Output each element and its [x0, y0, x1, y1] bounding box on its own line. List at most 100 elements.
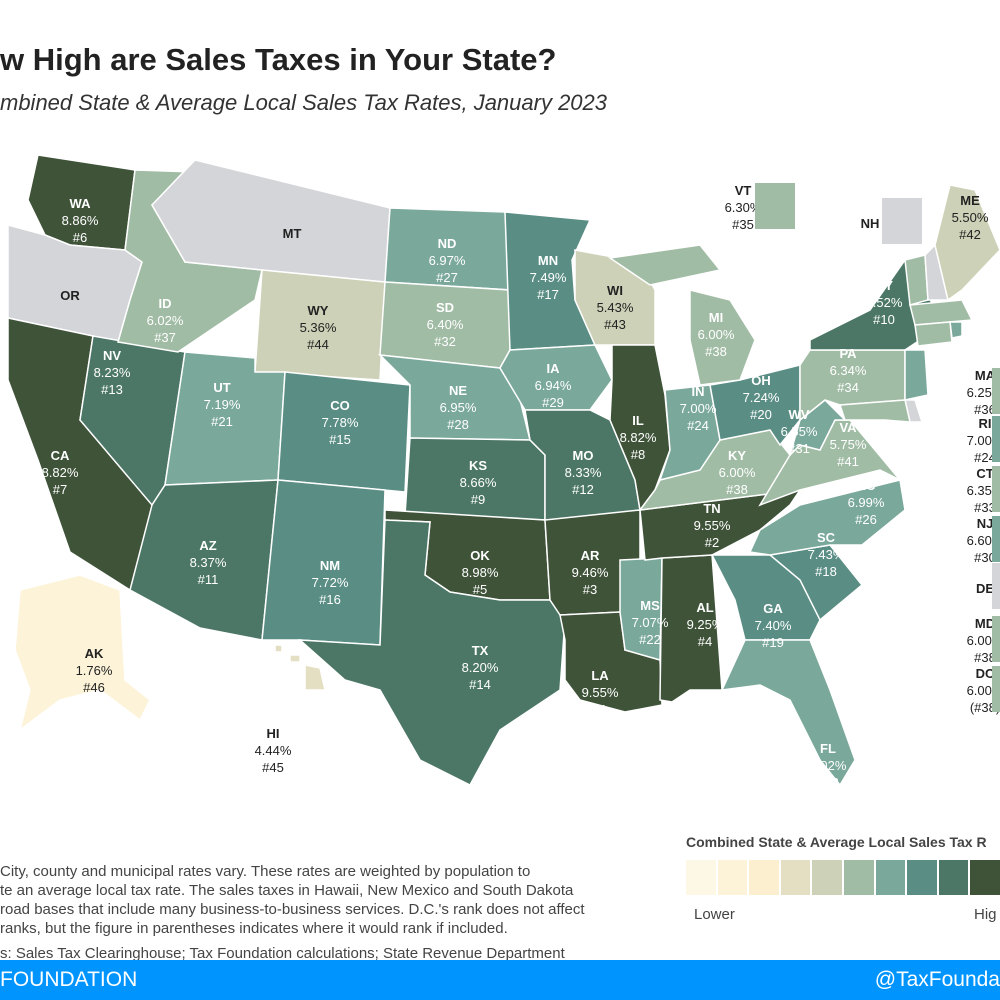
state-swatch-ma[interactable] — [992, 368, 1000, 414]
state-rank-label: #7 — [53, 482, 67, 497]
state-rank-label: #31 — [788, 441, 810, 456]
state-swatch-nh[interactable] — [882, 198, 922, 244]
legend-swatch — [875, 860, 906, 895]
state-rate-label: 7.00% — [680, 401, 717, 416]
state-shape[interactable] — [14, 574, 151, 732]
state-rate-label: 4.44% — [255, 743, 292, 758]
state-tn[interactable] — [639, 489, 802, 561]
state-wy[interactable] — [254, 269, 386, 381]
state-rank-label: #38 — [974, 650, 996, 665]
state-vt[interactable] — [904, 254, 929, 306]
state-rate-label: 8.86% — [62, 213, 99, 228]
state-shape[interactable] — [709, 364, 801, 447]
state-rate-label: 6.55% — [781, 424, 818, 439]
state-rate-label: 9.55% — [582, 685, 619, 700]
state-abbr-label: TX — [472, 643, 489, 658]
state-shape[interactable] — [748, 479, 906, 556]
state-oh[interactable] — [709, 364, 801, 447]
state-ct[interactable] — [914, 321, 953, 347]
state-rate-label: 8.20% — [462, 660, 499, 675]
state-rank-label: #32 — [434, 334, 456, 349]
state-shape[interactable] — [720, 639, 856, 787]
state-rank-label: #9 — [471, 492, 485, 507]
state-rate-label: 7.49% — [530, 270, 567, 285]
state-abbr-label: NY — [875, 278, 893, 293]
state-shape[interactable] — [934, 184, 1000, 302]
state-ak[interactable] — [14, 574, 151, 732]
state-rate-label: 8.33% — [565, 465, 602, 480]
state-swatch-vt[interactable] — [755, 183, 795, 229]
state-shape[interactable] — [274, 644, 326, 691]
state-shape[interactable] — [607, 244, 756, 386]
state-shape[interactable] — [838, 399, 911, 423]
state-shape[interactable] — [914, 321, 953, 347]
state-rank-label: #23 — [817, 775, 839, 790]
state-rank-label: #17 — [537, 287, 559, 302]
state-rate-label: 8.37% — [190, 555, 227, 570]
state-shape[interactable] — [639, 489, 802, 561]
state-swatch-nj[interactable] — [992, 516, 1000, 562]
state-rate-label: 6.00% — [967, 633, 1000, 648]
state-abbr-label: ME — [960, 193, 980, 208]
state-md[interactable] — [838, 399, 911, 423]
state-swatch-ct[interactable] — [992, 466, 1000, 512]
state-shape[interactable] — [297, 519, 566, 786]
state-rate-label: 6.25% — [967, 385, 1000, 400]
state-shape[interactable] — [254, 269, 386, 381]
legend-swatches — [686, 860, 1000, 895]
state-abbr-label: NC — [857, 478, 876, 493]
state-rank-label: #44 — [307, 337, 329, 352]
state-rank-label: #12 — [572, 482, 594, 497]
state-abbr-label: MN — [538, 253, 558, 268]
page-title: w High are Sales Taxes in Your State? — [0, 42, 557, 77]
state-swatch-ri[interactable] — [992, 416, 1000, 462]
state-rate-label: 6.99% — [848, 495, 885, 510]
legend-swatch — [938, 860, 969, 895]
state-swatch-dc[interactable] — [992, 666, 1000, 712]
state-swatch-md[interactable] — [992, 616, 1000, 662]
state-rank-label: #26 — [855, 512, 877, 527]
state-rate-label: 6.34% — [830, 363, 867, 378]
state-rank-label: #27 — [436, 270, 458, 285]
state-rank-label: #38 — [726, 482, 748, 497]
state-abbr-label: IN — [692, 384, 705, 399]
legend-low-label: Lower — [694, 906, 735, 923]
state-shape[interactable] — [277, 371, 411, 493]
state-shape[interactable] — [909, 299, 974, 326]
state-rank-label: #13 — [101, 382, 123, 397]
state-rate-label: 9.55% — [694, 518, 731, 533]
state-abbr-label: AK — [85, 646, 104, 661]
state-rank-label: #24 — [974, 450, 996, 465]
state-rate-label: 8.23% — [94, 365, 131, 380]
state-shape[interactable] — [904, 349, 929, 401]
state-swatch-de[interactable] — [992, 563, 1000, 609]
state-tx[interactable] — [297, 519, 566, 786]
state-mi[interactable] — [607, 244, 756, 386]
note-line: te an average local tax rate. The sales … — [0, 882, 574, 899]
state-rate-label: 7.02% — [810, 758, 847, 773]
state-abbr-label: IA — [547, 361, 561, 376]
state-me[interactable] — [934, 184, 1000, 302]
state-rank-label: #41 — [837, 454, 859, 469]
state-rate-label: 6.40% — [427, 317, 464, 332]
state-fl[interactable] — [720, 639, 856, 787]
state-co[interactable] — [277, 371, 411, 493]
state-hi[interactable] — [274, 644, 326, 691]
state-rate-label: 7.78% — [322, 415, 359, 430]
state-rate-label: 5.36% — [300, 320, 337, 335]
state-shape[interactable] — [904, 254, 929, 306]
state-rate-label: 9.46% — [572, 565, 609, 580]
state-abbr-label: MA — [975, 368, 996, 383]
state-abbr-label: KS — [469, 458, 487, 473]
state-abbr-label: AR — [581, 548, 600, 563]
state-rate-label: 8.82% — [42, 465, 79, 480]
state-rate-label: 6.02% — [147, 313, 184, 328]
state-rate-label: 6.00% — [719, 465, 756, 480]
legend-swatch — [970, 860, 1000, 895]
state-rate-label: 9.25% — [687, 617, 724, 632]
state-nj[interactable] — [904, 349, 929, 401]
state-nc[interactable] — [748, 479, 906, 556]
legend-swatch — [717, 860, 748, 895]
footer-handle[interactable]: @TaxFounda — [874, 968, 1000, 991]
state-ma[interactable] — [909, 299, 974, 326]
